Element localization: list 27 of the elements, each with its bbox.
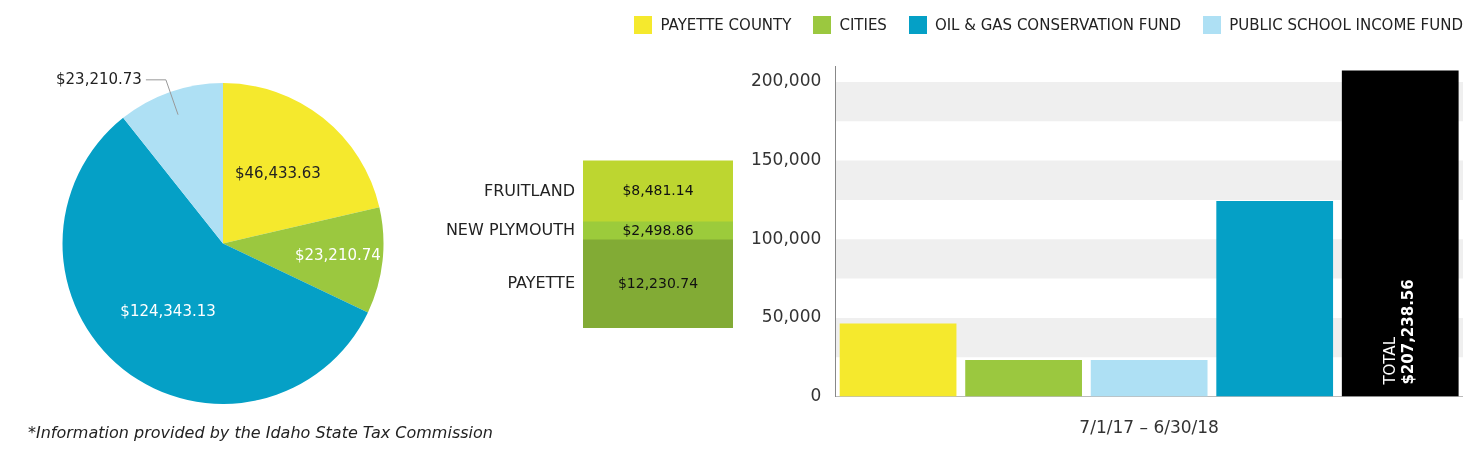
data-label: $46,433.63	[234, 164, 321, 183]
bar	[1216, 200, 1334, 397]
y-tick-label: 0	[810, 385, 822, 406]
legend-label: PAYETTE COUNTY	[660, 16, 792, 34]
x-axis-title: 7/1/17 – 6/30/18	[1079, 417, 1219, 438]
data-label: $124,343.13	[120, 302, 216, 321]
y-tick-label: 150,000	[750, 149, 822, 170]
series-label: PAYETTE	[507, 273, 575, 293]
data-label: TOTAL $207,238.56	[1381, 279, 1418, 386]
data-label: $23,210.73	[56, 69, 142, 88]
bar	[1090, 360, 1208, 397]
legend-label: PUBLIC SCHOOL INCOME FUND	[1229, 16, 1463, 34]
data-label: $2,498.86	[622, 221, 694, 238]
data-label: $8,481.14	[622, 182, 694, 199]
bar	[965, 360, 1082, 397]
y-tick-label: 200,000	[750, 70, 822, 91]
y-tick-label: 50,000	[761, 306, 822, 327]
bar	[839, 323, 957, 397]
series-label: NEW PLYMOUTH	[445, 220, 575, 240]
legend-label: OIL & GAS CONSERVATION FUND	[934, 16, 1182, 34]
y-tick-label: 100,000	[750, 227, 822, 248]
series-label: FRUITLAND	[483, 180, 575, 200]
data-label: $23,210.74	[294, 245, 381, 264]
legend-label: CITIES	[839, 16, 887, 34]
data-label: $12,230.74	[617, 274, 699, 291]
text: *Information provided by the Idaho State Tax Commission	[28, 423, 493, 442]
bar	[1341, 70, 1459, 397]
